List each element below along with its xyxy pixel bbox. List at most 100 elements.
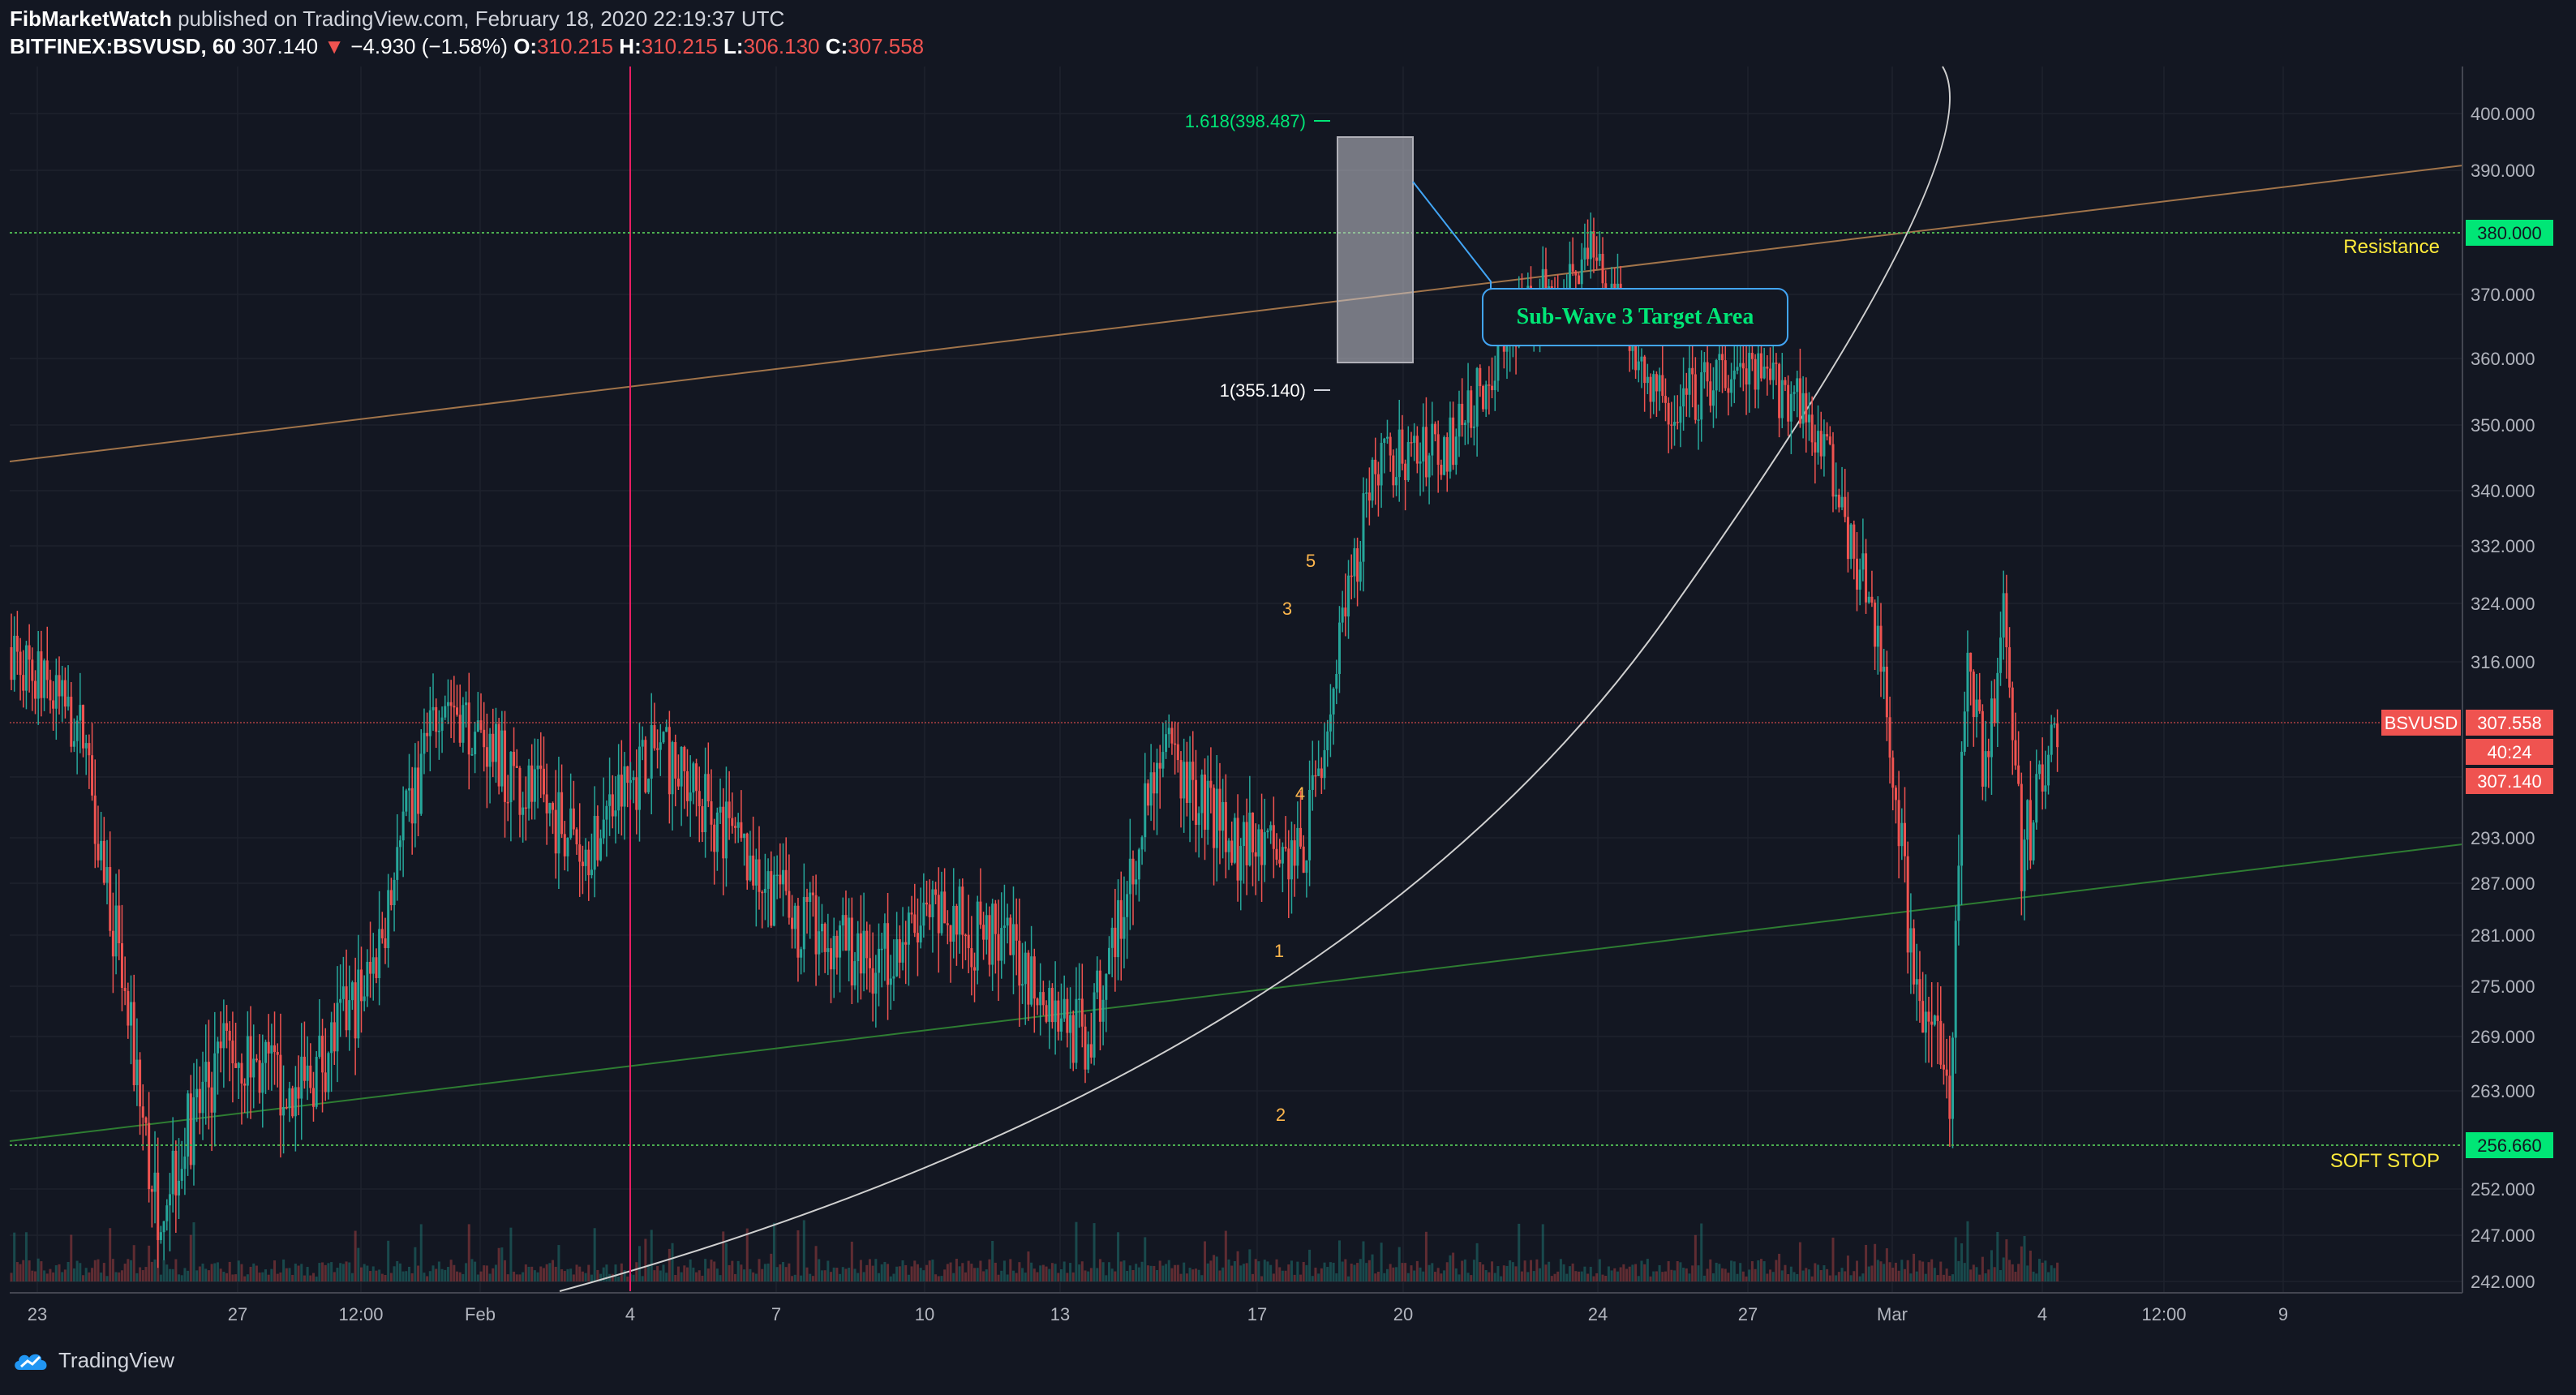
volume-bar bbox=[1491, 1261, 1494, 1281]
volume-bar bbox=[1942, 1274, 1945, 1281]
volume-bar bbox=[689, 1259, 692, 1281]
candle-body bbox=[1933, 1015, 1936, 1025]
candle-body bbox=[1496, 343, 1500, 381]
author-name[interactable]: FibMarketWatch bbox=[10, 6, 172, 31]
volume-bar bbox=[127, 1259, 130, 1281]
volume-bar bbox=[1128, 1265, 1131, 1281]
candle-body bbox=[1266, 831, 1269, 833]
volume-bar bbox=[1087, 1271, 1090, 1281]
candle-body bbox=[1888, 717, 1891, 758]
volume-bar bbox=[1939, 1261, 1943, 1281]
candle-body bbox=[1682, 388, 1685, 407]
candle-body bbox=[1215, 788, 1218, 848]
volume-bar bbox=[72, 1268, 75, 1281]
candle-body bbox=[1780, 380, 1784, 418]
target-box[interactable] bbox=[1337, 136, 1414, 363]
candle-body bbox=[1858, 569, 1861, 590]
candle-body bbox=[1293, 840, 1296, 866]
volume-bar bbox=[1861, 1273, 1865, 1281]
volume-bar bbox=[1544, 1264, 1548, 1281]
candle-body bbox=[599, 838, 603, 861]
volume-bar bbox=[318, 1263, 321, 1281]
volume-bar bbox=[964, 1272, 967, 1281]
time-scale[interactable] bbox=[0, 1293, 2576, 1330]
candle-body bbox=[719, 806, 722, 813]
fib-arc-curve[interactable] bbox=[559, 66, 1951, 1292]
volume-bar bbox=[282, 1259, 286, 1281]
price-markers: 380.000 256.660 BSVUSD 307.558 40:24 307… bbox=[2381, 220, 2553, 1158]
candle-body bbox=[916, 933, 919, 942]
callout-box[interactable] bbox=[1482, 288, 1788, 346]
candle-body bbox=[802, 896, 805, 950]
candle-body bbox=[408, 788, 411, 791]
candle-body bbox=[1685, 388, 1688, 395]
high-label: H: bbox=[619, 34, 642, 58]
volume-bar bbox=[874, 1259, 878, 1281]
candle-body bbox=[1059, 1018, 1063, 1032]
price-scale[interactable] bbox=[2462, 67, 2576, 1306]
candle-body bbox=[1018, 940, 1021, 986]
volume-bar bbox=[1616, 1271, 1619, 1281]
volume-bar bbox=[590, 1274, 593, 1281]
candle-body bbox=[1365, 492, 1368, 494]
price-chart[interactable]: Resistance SOFT STOP 1.618(398.487) 1(35… bbox=[0, 0, 2576, 1330]
candle-body bbox=[784, 869, 788, 891]
volume-bar bbox=[1227, 1259, 1230, 1281]
candle-body bbox=[378, 929, 381, 978]
volume-bar bbox=[1981, 1256, 1984, 1281]
candle-body bbox=[1948, 1075, 1951, 1119]
volume-bar bbox=[1948, 1276, 1951, 1281]
volume-bar bbox=[1748, 1269, 1751, 1281]
candle-body bbox=[1954, 921, 1957, 1038]
candle-body bbox=[2029, 800, 2032, 861]
candle-body bbox=[431, 706, 435, 710]
candle-body bbox=[45, 660, 49, 680]
upper-trend-line[interactable] bbox=[9, 165, 2463, 462]
candle-body bbox=[1011, 924, 1015, 955]
candle-body bbox=[1098, 970, 1101, 1022]
volume-bar bbox=[1449, 1255, 1452, 1281]
candle-body bbox=[683, 746, 686, 771]
volume-bar bbox=[2017, 1264, 2020, 1281]
volume-bar bbox=[575, 1264, 578, 1281]
candle-body bbox=[1715, 360, 1718, 391]
candle-body bbox=[333, 1022, 336, 1052]
candle-body bbox=[1093, 992, 1096, 1058]
volume-bar bbox=[144, 1267, 148, 1281]
volume-bar bbox=[958, 1266, 961, 1281]
x-tick-label: 17 bbox=[1247, 1304, 1267, 1324]
candle-body bbox=[1021, 984, 1024, 986]
cloud-icon bbox=[15, 1354, 47, 1370]
volume-bar bbox=[1123, 1260, 1126, 1281]
volume-bar bbox=[1780, 1270, 1784, 1281]
candle-body bbox=[2008, 647, 2011, 688]
candle-body bbox=[1589, 231, 1592, 260]
volume-bar bbox=[1520, 1271, 1523, 1281]
symbol-label[interactable]: BITFINEX:BSVUSD, 60 bbox=[10, 34, 236, 58]
volume-bar bbox=[623, 1270, 626, 1281]
candle-body bbox=[1146, 783, 1149, 806]
tradingview-logo[interactable]: TradingView bbox=[11, 1348, 174, 1373]
candle-body bbox=[1900, 822, 1904, 847]
volume-bar bbox=[1135, 1264, 1138, 1281]
volume-bar bbox=[1548, 1261, 1551, 1281]
volume-bar bbox=[904, 1264, 908, 1281]
candle-body bbox=[405, 790, 408, 812]
candle-body bbox=[1595, 257, 1599, 261]
volume-bar bbox=[1213, 1255, 1216, 1281]
volume-bar bbox=[1174, 1264, 1177, 1281]
candle-body bbox=[1185, 762, 1188, 803]
volume-bar bbox=[1183, 1262, 1186, 1281]
volume-bar bbox=[1814, 1263, 1817, 1281]
candle-body bbox=[1652, 374, 1655, 402]
candle-body bbox=[985, 915, 988, 940]
volume-bar bbox=[1059, 1268, 1063, 1281]
candle-body bbox=[1601, 254, 1604, 284]
candle-body bbox=[1024, 952, 1027, 985]
volume-bar bbox=[192, 1222, 195, 1281]
candle-body bbox=[1443, 437, 1446, 475]
lower-trend-line[interactable] bbox=[9, 843, 2463, 1142]
candle-body bbox=[72, 740, 75, 747]
candle-body bbox=[1739, 363, 1742, 367]
candle-body bbox=[2035, 774, 2038, 823]
